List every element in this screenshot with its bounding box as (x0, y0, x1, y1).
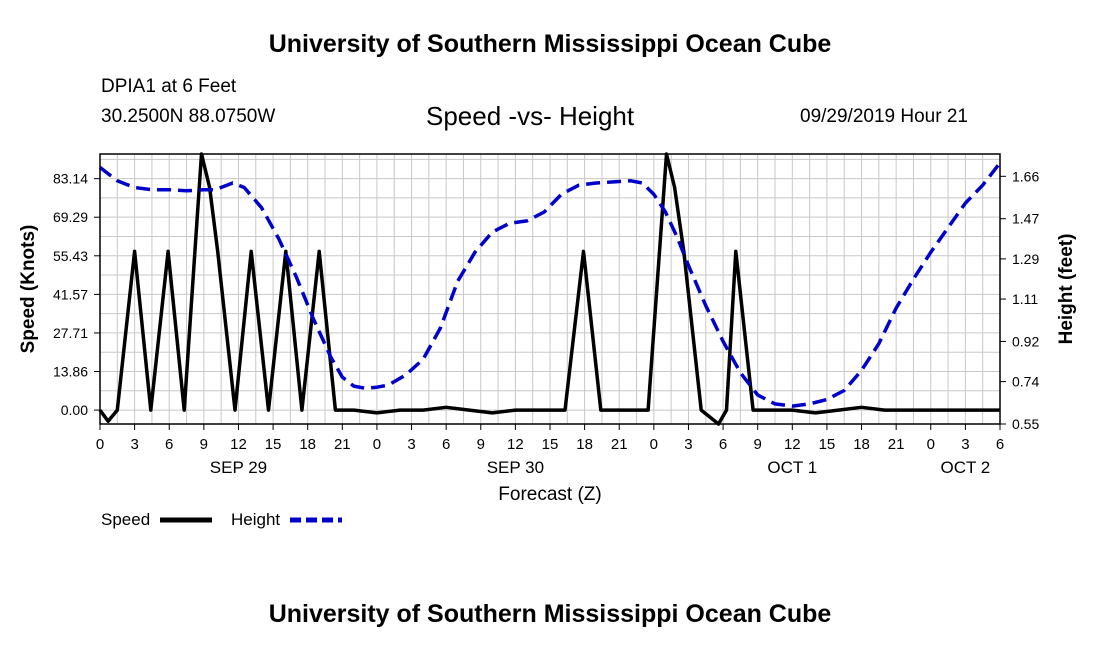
x-tick-label: 15 (542, 436, 559, 453)
series-layer (98, 152, 1002, 426)
date-label: SEP 29 (210, 458, 267, 477)
x-tick-label: 15 (265, 436, 282, 453)
x-tick-label: 0 (927, 436, 935, 453)
chart-subtitle: Speed -vs- Height (426, 101, 635, 131)
y-right-tick-label: 1.29 (1012, 251, 1039, 267)
y-left-tick-label: 83.14 (53, 171, 88, 187)
footer-title: University of Southern Mississippi Ocean… (268, 600, 832, 628)
x-axis-label: Forecast (Z) (498, 484, 601, 505)
grid-layer (99, 154, 1001, 424)
legend-label-speed: Speed (101, 510, 150, 529)
y-axis-label-speed: Speed (Knots) (18, 225, 39, 354)
x-tick-label: 3 (130, 436, 138, 453)
forecast-datetime: 09/29/2019 Hour 21 (800, 106, 968, 127)
x-tick-label: 21 (611, 436, 628, 453)
series-line-speed (98, 152, 1000, 426)
x-tick-label: 6 (996, 436, 1004, 453)
x-tick-label: 12 (507, 436, 524, 453)
y-left-tick-label: 55.43 (53, 248, 88, 264)
x-tick-label: 6 (442, 436, 450, 453)
y-right-tick-label: 1.66 (1012, 168, 1039, 184)
x-tick-label: 9 (200, 436, 208, 453)
x-tick-label: 3 (961, 436, 969, 453)
x-tick-label: 0 (650, 436, 658, 453)
x-tick-label: 12 (784, 436, 801, 453)
legend: Speed Height (101, 510, 342, 529)
series-line-height (98, 161, 1002, 408)
x-tick-label: 3 (407, 436, 415, 453)
axis-layer: 0 3 6 9 12 15 18 21 0 3 6 9 12 15 18 21 0 3 6 9 12 15 18 21 0 3 6 S… (53, 168, 1040, 477)
station-label: DPIA1 at 6 Feet (101, 76, 237, 97)
x-tick-label: 12 (230, 436, 247, 453)
x-tick-label: 0 (373, 436, 381, 453)
x-tick-label: 6 (165, 436, 173, 453)
y-left-tick-label: 13.86 (53, 364, 88, 380)
legend-label-height: Height (231, 510, 280, 529)
y-axis-label-height: Height (feet) (1056, 234, 1077, 345)
y-right-tick-label: 1.47 (1012, 211, 1039, 227)
x-tick-label: 9 (477, 436, 485, 453)
page-title: University of Southern Mississippi Ocean… (268, 30, 832, 58)
x-tick-label: 18 (299, 436, 316, 453)
y-right-tick-label: 0.74 (1012, 374, 1039, 390)
x-tick-label: 3 (684, 436, 692, 453)
x-tick-label: 9 (754, 436, 762, 453)
y-left-tick-label: 41.57 (53, 286, 88, 302)
coordinates-label: 30.2500N 88.0750W (101, 106, 276, 127)
date-label: OCT 2 (941, 458, 991, 477)
x-tick-label: 6 (719, 436, 727, 453)
date-label: SEP 30 (487, 458, 544, 477)
x-tick-label: 15 (819, 436, 836, 453)
y-right-tick-label: 0.55 (1012, 416, 1039, 432)
x-tick-label: 18 (576, 436, 593, 453)
x-tick-label: 18 (853, 436, 870, 453)
x-tick-label: 0 (96, 436, 104, 453)
y-left-tick-label: 27.71 (53, 325, 88, 341)
x-tick-label: 21 (334, 436, 351, 453)
y-right-tick-label: 0.92 (1012, 333, 1039, 349)
date-label: OCT 1 (767, 458, 817, 477)
y-right-tick-label: 1.11 (1012, 291, 1038, 307)
x-tick-label: 21 (888, 436, 905, 453)
y-left-tick-label: 0.00 (61, 402, 88, 418)
y-left-tick-label: 69.29 (53, 209, 88, 225)
